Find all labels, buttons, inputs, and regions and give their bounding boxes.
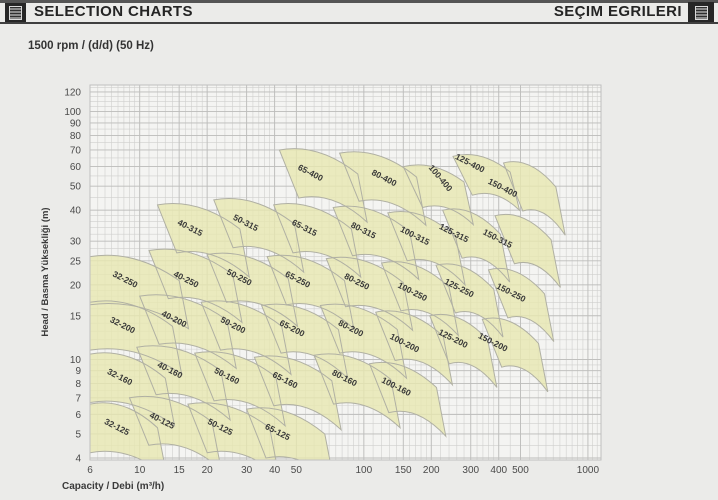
chart-region-32-125 <box>90 402 165 460</box>
page-title: SELECTION CHARTS <box>34 3 193 20</box>
y-tick-6: 6 <box>75 410 81 421</box>
chart-region-40-200 <box>139 294 237 370</box>
chart-region-65-315 <box>273 203 362 279</box>
chart-region-32-200 <box>90 300 183 376</box>
x-tick-6: 6 <box>87 465 93 476</box>
chart-region-125-250 <box>435 263 504 338</box>
chart-region-150-315 <box>494 213 561 288</box>
chart-region-32-160 <box>90 352 176 427</box>
y-tick-5: 5 <box>75 429 81 440</box>
x-tick-150: 150 <box>395 465 412 476</box>
chart-region-40-160 <box>136 345 231 422</box>
plot-border <box>89 84 602 461</box>
x-tick-30: 30 <box>241 465 253 476</box>
chart-region-65-400 <box>278 148 368 224</box>
chart-region-50-250 <box>206 252 299 328</box>
chart-region-125-400 <box>452 154 521 212</box>
chart-region-50-315 <box>213 198 305 274</box>
chart-region-100-400 <box>402 164 475 227</box>
chart-region-125-200 <box>429 313 498 388</box>
chart-book-icon-right <box>688 2 714 23</box>
y-tick-4: 4 <box>75 454 81 465</box>
y-tick-120: 120 <box>64 87 81 98</box>
x-tick-15: 15 <box>174 465 186 476</box>
chart-book-icon <box>5 3 26 22</box>
chart-region-50-200 <box>200 300 292 376</box>
x-tick-10: 10 <box>134 465 146 476</box>
y-tick-50: 50 <box>70 182 82 193</box>
chart-book-icon-glyph <box>694 5 708 20</box>
chart-region-32-250 <box>90 254 190 330</box>
chart-region-100-160 <box>368 361 447 438</box>
y-tick-80: 80 <box>70 131 82 142</box>
chart-region-80-200 <box>319 303 408 380</box>
x-tick-40: 40 <box>269 465 281 476</box>
chart-region-100-315 <box>387 211 466 287</box>
chart-region-80-160 <box>313 353 401 430</box>
chart-region-40-125 <box>128 395 220 460</box>
chart-region-50-160 <box>194 351 286 428</box>
y-tick-15: 15 <box>70 311 82 322</box>
chart-subtitle-rpm: 1500 rpm / (d/d) (50 Hz) <box>28 40 154 52</box>
y-tick-7: 7 <box>75 393 81 404</box>
x-tick-1000: 1000 <box>577 465 600 476</box>
chart-region-100-250 <box>380 261 460 338</box>
x-tick-20: 20 <box>202 465 214 476</box>
x-tick-200: 200 <box>423 465 440 476</box>
page-title-turkish: SEÇIM EGRILERI <box>553 3 682 20</box>
x-tick-300: 300 <box>462 465 479 476</box>
y-tick-40: 40 <box>70 206 82 217</box>
y-tick-25: 25 <box>70 256 82 267</box>
chart-region-65-200 <box>260 303 349 380</box>
chart-region-80-315 <box>332 205 420 281</box>
top-border <box>0 0 718 3</box>
y-tick-70: 70 <box>70 145 82 156</box>
chart-region-150-400 <box>502 161 566 236</box>
chart-region-80-250 <box>325 256 414 332</box>
y-tick-9: 9 <box>75 366 81 377</box>
x-axis-title: Capacity / Debi (m³/h) <box>62 481 164 492</box>
chart-region-125-315 <box>442 208 511 283</box>
chart-region-100-200 <box>375 310 454 387</box>
chart-region-65-160 <box>253 355 342 432</box>
x-tick-100: 100 <box>355 465 372 476</box>
y-tick-60: 60 <box>70 162 82 173</box>
chart-book-icon-glyph <box>9 5 22 20</box>
chart-region-40-250 <box>148 248 243 324</box>
chart-region-65-250 <box>266 254 355 331</box>
chart-region-150-250 <box>487 267 555 342</box>
chart-region-50-125 <box>187 402 277 460</box>
y-tick-30: 30 <box>70 237 82 248</box>
x-tick-50: 50 <box>291 465 303 476</box>
header-divider <box>0 22 718 24</box>
y-tick-100: 100 <box>64 107 81 118</box>
chart-region-80-400 <box>338 151 427 227</box>
y-tick-10: 10 <box>70 355 82 366</box>
chart-region-65-125 <box>245 407 331 460</box>
y-tick-8: 8 <box>75 379 81 390</box>
y-tick-20: 20 <box>70 280 82 291</box>
x-tick-500: 500 <box>512 465 529 476</box>
chart-region-150-200 <box>481 317 549 393</box>
y-tick-90: 90 <box>70 118 82 129</box>
y-axis-title: Head / Basma Yüksekliği (m) <box>40 207 51 336</box>
chart-region-40-315 <box>156 203 250 279</box>
x-tick-400: 400 <box>490 465 507 476</box>
